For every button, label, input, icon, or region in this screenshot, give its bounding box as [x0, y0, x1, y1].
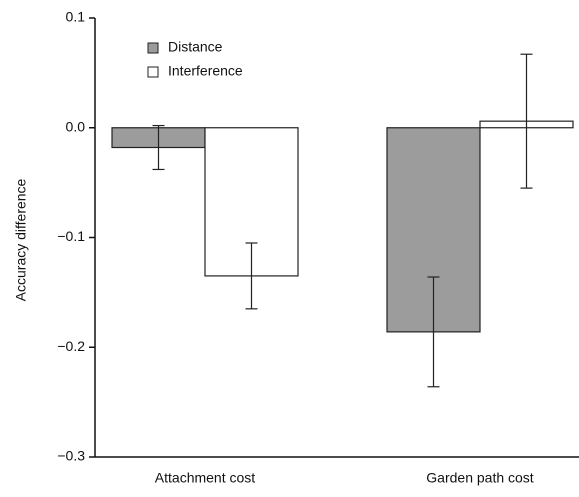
y-axis-label: Accuracy difference [13, 178, 29, 301]
y-tick-label: −0.1 [57, 228, 85, 244]
legend-label: Interference [168, 63, 243, 79]
error-bar [152, 124, 165, 171]
error-bar [520, 53, 533, 189]
error-bar [427, 276, 440, 388]
y-tick-label: 0.0 [66, 118, 86, 134]
y-tick-label: −0.3 [57, 448, 85, 464]
legend-swatch [147, 66, 159, 78]
y-tick-label: −0.2 [57, 338, 85, 354]
legend-swatch [147, 42, 159, 54]
x-tick-label: Garden path cost [426, 470, 534, 486]
legend-label: Distance [168, 39, 223, 55]
y-tick-label: 0.1 [66, 9, 86, 25]
x-tick-label: Attachment cost [155, 470, 255, 486]
error-bar [245, 242, 258, 310]
